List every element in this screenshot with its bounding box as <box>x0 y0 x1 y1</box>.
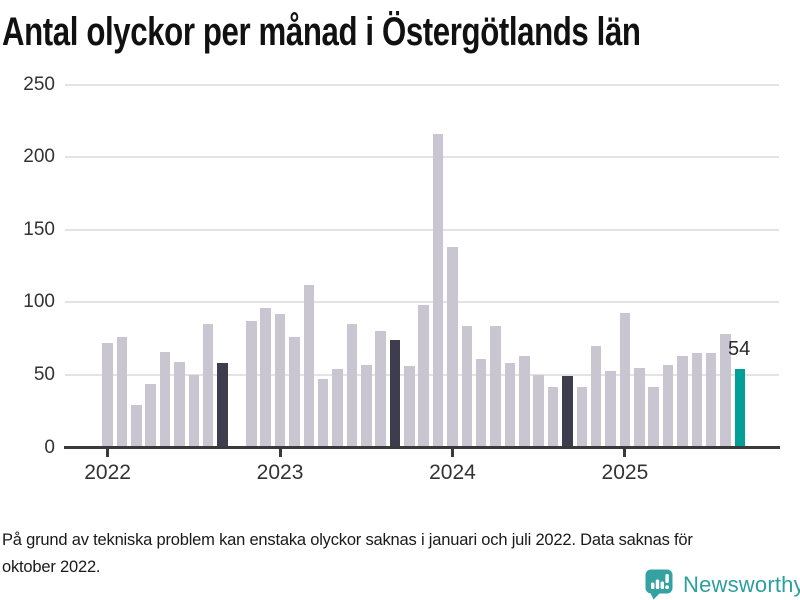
bar-month-36[interactable] <box>619 312 631 448</box>
bar-month-24[interactable] <box>447 247 458 448</box>
bar-month-33[interactable] <box>576 386 588 448</box>
bar-month-28[interactable] <box>504 363 516 448</box>
bar-month-16[interactable] <box>332 369 343 448</box>
bar-month-5[interactable] <box>174 361 185 448</box>
bar-month-2[interactable] <box>131 405 142 448</box>
bar-month-26[interactable] <box>475 358 487 448</box>
y-axis-label-250: 250 <box>23 73 55 95</box>
newsworthy-branding[interactable]: Newsworthy <box>645 569 800 600</box>
bar-month-39[interactable] <box>662 364 674 448</box>
bar-month-23[interactable] <box>432 133 444 448</box>
y-axis-label-200: 200 <box>23 146 55 168</box>
footnote: På grund av tekniska problem kan enstaka… <box>2 531 693 576</box>
bar-month-8[interactable] <box>217 363 228 448</box>
bar-month-40[interactable] <box>677 356 688 448</box>
y-axis-label-50: 50 <box>33 363 55 385</box>
y-axis-label-0: 0 <box>44 436 55 458</box>
bar-month-43[interactable] <box>720 334 731 448</box>
x-axis-label-2025: 2025 <box>601 461 649 484</box>
x-axis-line <box>64 446 780 449</box>
bar-month-15[interactable] <box>317 379 329 448</box>
bar-month-3[interactable] <box>145 383 156 448</box>
gridline-250 <box>65 83 779 86</box>
bar-month-37[interactable] <box>634 367 645 448</box>
bar-month-1[interactable] <box>116 337 128 448</box>
gridline-150 <box>65 228 779 231</box>
bar-month-27[interactable] <box>490 325 501 448</box>
x-tick-2024 <box>450 449 454 457</box>
x-axis-label-2022: 2022 <box>84 461 131 484</box>
bar-month-11[interactable] <box>260 308 271 448</box>
bar-month-0[interactable] <box>102 342 113 448</box>
bar-month-32[interactable] <box>562 376 573 448</box>
gridline-200 <box>65 156 779 159</box>
bar-month-42[interactable] <box>705 353 717 448</box>
x-axis-label-2024: 2024 <box>429 461 476 484</box>
x-tick-2025 <box>623 449 627 457</box>
bar-month-21[interactable] <box>404 366 415 448</box>
gridline-100 <box>65 301 779 304</box>
last-value-label: 54 <box>728 338 751 360</box>
bar-month-7[interactable] <box>202 324 214 448</box>
chart-title: Antal olyckor per månad i Östergötlands … <box>2 10 641 54</box>
bar-month-20[interactable] <box>389 340 401 448</box>
bar-month-38[interactable] <box>648 386 659 448</box>
bar-month-34[interactable] <box>590 345 602 448</box>
bar-month-4[interactable] <box>159 351 171 448</box>
x-tick-2022 <box>106 449 110 457</box>
bar-month-35[interactable] <box>605 370 616 448</box>
bar-month-6[interactable] <box>188 374 200 448</box>
bar-month-41[interactable] <box>691 353 703 448</box>
bar-month-13[interactable] <box>289 337 300 448</box>
bar-month-12[interactable] <box>274 313 286 448</box>
bar-month-10[interactable] <box>246 321 257 448</box>
newsworthy-wordmark: Newsworthy <box>683 572 800 597</box>
bar-month-19[interactable] <box>375 331 386 448</box>
bar-month-22[interactable] <box>418 305 429 448</box>
bar-month-44[interactable] <box>734 369 746 448</box>
bar-month-14[interactable] <box>303 284 315 448</box>
bar-month-25[interactable] <box>461 325 473 448</box>
bar-month-18[interactable] <box>361 364 372 448</box>
x-axis-label-2023: 2023 <box>256 461 304 484</box>
bar-month-17[interactable] <box>346 324 358 448</box>
bar-month-31[interactable] <box>547 386 559 448</box>
bar-month-30[interactable] <box>533 374 544 448</box>
y-axis-label-150: 150 <box>23 218 55 240</box>
x-tick-2023 <box>278 449 282 457</box>
newsworthy-logo-icon <box>645 569 673 600</box>
y-axis-label-100: 100 <box>23 291 55 313</box>
bar-month-29[interactable] <box>519 356 530 448</box>
